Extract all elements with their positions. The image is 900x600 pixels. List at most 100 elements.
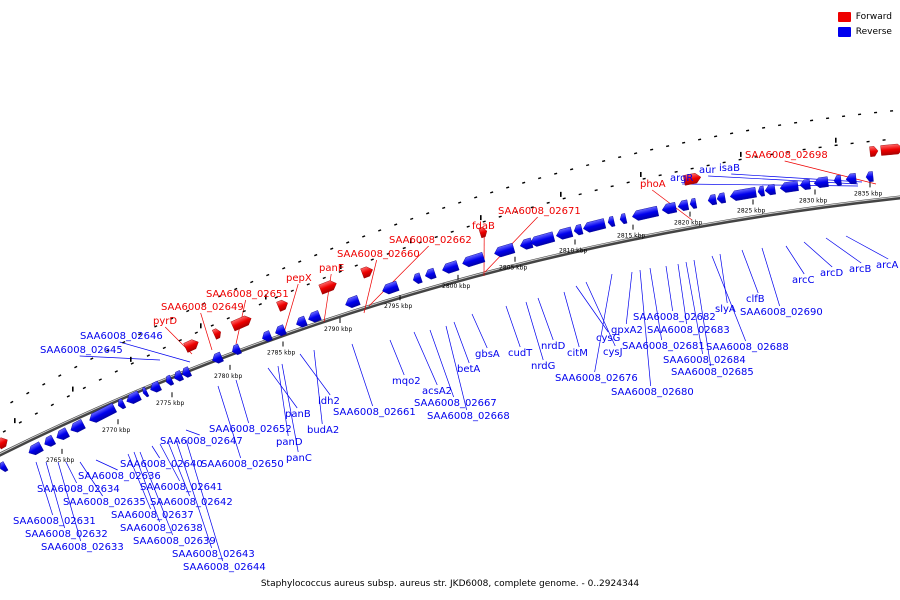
scale-tick-label: 2780 kbp <box>214 373 242 380</box>
dash-mark <box>834 144 838 147</box>
reverse-gene-arrow <box>118 398 127 410</box>
gene-label-cudt: cudT <box>508 348 533 359</box>
reverse-gene-arrow <box>182 366 193 378</box>
forward-gene-arrow <box>0 437 8 450</box>
forward-gene-arrow <box>183 339 199 353</box>
scale-tick-label: 2805 kbp <box>499 265 527 272</box>
dash-mark <box>58 374 62 377</box>
dash-mark <box>122 340 126 344</box>
leader-line <box>685 261 703 355</box>
genome-backbone-highlight <box>0 196 900 455</box>
gene-label-pand: panD <box>276 437 303 448</box>
reverse-gene-arrow <box>865 171 874 182</box>
gene-label-saa6008-02682: SAA6008_02682 <box>633 312 716 323</box>
dash-mark <box>682 141 686 144</box>
gene-label-arca: arcA <box>876 260 899 271</box>
dash-mark <box>786 150 790 153</box>
reverse-gene-arrow <box>382 280 400 295</box>
gene-label-saa6008-02660: SAA6008_02660 <box>337 249 420 260</box>
leader-line <box>299 353 331 396</box>
dash-mark <box>338 270 342 273</box>
gene-label-saa6008-02639: SAA6008_02639 <box>133 536 216 547</box>
reverse-gene-arrow <box>607 215 616 227</box>
leader-line <box>65 461 77 484</box>
gene-label-isab: isaB <box>719 163 740 174</box>
dash-mark <box>114 370 118 373</box>
major-tick <box>130 356 132 362</box>
reverse-gene-arrow <box>308 310 322 323</box>
leader-line <box>368 245 429 307</box>
dash-mark <box>874 111 878 114</box>
gene-label-arcc: arcC <box>792 275 815 286</box>
gene-label-saa6008-02662: SAA6008_02662 <box>389 235 472 246</box>
gene-label-pyrd: pyrD <box>153 316 177 327</box>
dash-mark <box>418 241 422 244</box>
gene-label-saa6008-02685: SAA6008_02685 <box>671 367 754 378</box>
dash-mark <box>130 362 134 365</box>
scale-tick-label: 2790 kbp <box>324 326 352 333</box>
dash-mark <box>578 193 582 196</box>
dash-mark <box>274 296 278 299</box>
leader-line <box>693 259 711 367</box>
gene-label-saa6008-02690: SAA6008_02690 <box>740 307 823 318</box>
dash-mark <box>506 186 510 189</box>
dash-mark <box>74 365 78 369</box>
major-tick <box>480 215 482 221</box>
leader-line <box>594 273 613 373</box>
leader-line <box>139 451 173 536</box>
gene-label-saa6008-02698: SAA6008_02698 <box>745 150 828 161</box>
dash-mark <box>466 225 470 228</box>
gene-label-cysg: cysG <box>596 333 620 344</box>
leader-line <box>711 255 746 342</box>
dash-mark <box>810 119 814 122</box>
dash-mark <box>882 139 886 141</box>
forward-gene-arrow <box>880 143 900 156</box>
reverse-gene-arrow <box>555 226 574 240</box>
scale-tick-label: 2825 kbp <box>737 207 765 214</box>
gene-label-saa6008-02652: SAA6008_02652 <box>209 424 292 435</box>
dash-mark <box>258 303 262 306</box>
dash-mark <box>738 158 742 161</box>
dash-mark <box>770 153 774 156</box>
tick-dots <box>2 110 894 433</box>
scale-tick-label: 2795 kbp <box>384 303 412 310</box>
dash-mark <box>706 164 710 167</box>
dash-mark <box>346 241 350 244</box>
dash-mark <box>778 124 782 127</box>
gene-label-nrdd: nrdD <box>541 341 566 352</box>
reverse-gene-arrow <box>729 187 757 201</box>
leader-line <box>563 291 580 348</box>
forward-gene-arrow <box>869 146 879 157</box>
dash-mark <box>250 280 254 284</box>
dash-mark <box>202 302 206 305</box>
reverse-gene-arrow <box>126 390 142 404</box>
dash-mark <box>634 152 638 155</box>
dash-mark <box>26 391 30 395</box>
dash-mark <box>138 332 142 336</box>
dash-mark <box>2 430 6 433</box>
reverse-gene-arrow <box>296 315 308 328</box>
scale-tick-label: 2800 kbp <box>442 283 470 290</box>
dash-mark <box>626 181 630 184</box>
reverse-gene-arrow <box>142 386 150 398</box>
leader-line <box>761 247 780 307</box>
leader-line <box>825 237 862 264</box>
leader-line <box>79 461 103 497</box>
gene-labels: pyrD SAA6008_02649 SAA6008_02651 pepX panE SA… <box>13 150 899 573</box>
leader-line <box>677 263 687 325</box>
scale-tick-label: 2815 kbp <box>617 233 645 240</box>
scale-tick-label: 2770 kbp <box>102 427 130 434</box>
gene-label-saa6008-02650: SAA6008_02650 <box>201 459 284 470</box>
gene-label-argr: argR <box>670 173 693 184</box>
dash-mark <box>802 148 806 151</box>
reverse-gene-arrow <box>573 224 584 236</box>
leader-line <box>719 253 728 304</box>
reverse-gene-arrow <box>232 343 242 356</box>
gene-label-saa6008-02671: SAA6008_02671 <box>498 206 581 217</box>
gene-label-saa6008-02646: SAA6008_02646 <box>80 331 163 342</box>
gene-label-saa6008-02647: SAA6008_02647 <box>160 436 243 447</box>
major-tick <box>640 171 642 177</box>
leader-line <box>277 365 289 437</box>
leader-line <box>845 235 889 260</box>
dash-mark <box>826 117 830 120</box>
